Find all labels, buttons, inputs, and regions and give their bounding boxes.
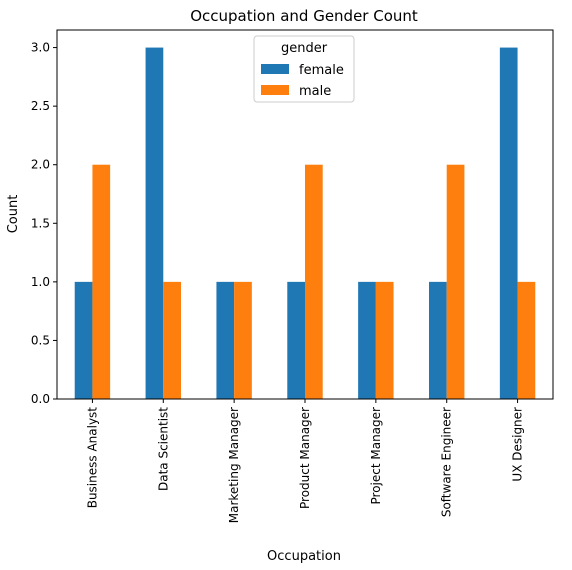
chart-title: Occupation and Gender Count xyxy=(190,7,418,25)
bar-female-5 xyxy=(429,281,447,399)
bar-female-3 xyxy=(287,281,305,399)
bars-group xyxy=(74,47,536,399)
bar-female-6 xyxy=(499,47,518,399)
legend-swatch-male xyxy=(261,85,289,95)
bar-female-2 xyxy=(216,281,235,399)
bar-male-0 xyxy=(92,164,111,399)
y-tick-label: 2.5 xyxy=(31,99,50,113)
y-tick-label: 3.0 xyxy=(31,41,50,55)
y-tick-label: 1.0 xyxy=(31,275,50,289)
x-tick-label: Business Analyst xyxy=(85,407,99,509)
legend-swatch-female xyxy=(261,64,289,74)
bar-male-1 xyxy=(163,281,181,399)
y-axis-label: Count xyxy=(6,195,21,234)
legend-title: gender xyxy=(281,41,328,56)
x-tick-label: Marketing Manager xyxy=(227,407,241,523)
x-tick-label: Product Manager xyxy=(298,407,312,509)
y-axis: 0.0 0.5 1.0 1.5 2.0 2.5 3.0 xyxy=(31,41,57,406)
y-tick-label: 0.5 xyxy=(31,333,50,347)
legend: gender female male xyxy=(253,35,355,103)
bar-male-2 xyxy=(234,281,252,399)
legend-label-female: female xyxy=(299,63,344,78)
bar-female-0 xyxy=(74,281,93,399)
y-tick-label: 0.0 xyxy=(31,392,50,406)
legend-label-male: male xyxy=(299,84,331,99)
x-axis: Business Analyst Data Scientist Marketing … xyxy=(85,399,525,523)
bar-female-1 xyxy=(145,47,164,399)
bar-male-6 xyxy=(517,281,536,399)
x-tick-label: Data Scientist xyxy=(156,407,170,491)
bar-male-5 xyxy=(446,164,465,399)
y-tick-label: 1.5 xyxy=(31,216,50,230)
x-tick-label: UX Designer xyxy=(511,407,525,482)
x-axis-label: Occupation xyxy=(267,549,341,564)
y-tick-label: 2.0 xyxy=(31,158,50,172)
bar-male-4 xyxy=(375,281,394,399)
x-tick-label: Project Manager xyxy=(369,407,383,505)
x-tick-label: Software Engineer xyxy=(440,407,454,517)
bar-male-3 xyxy=(305,164,323,399)
bar-female-4 xyxy=(358,281,376,399)
